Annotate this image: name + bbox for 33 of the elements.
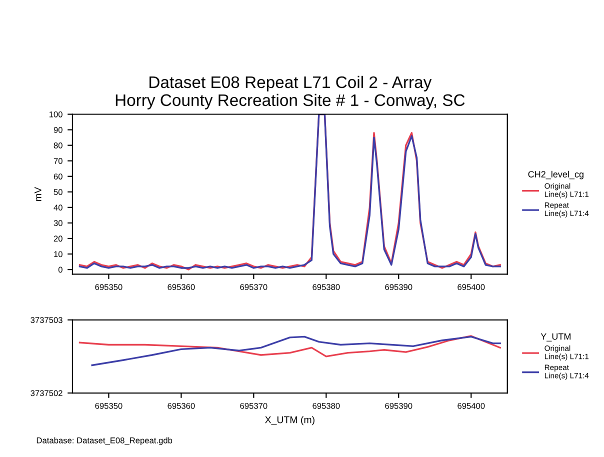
y-tick-label: 30 — [54, 220, 62, 226]
chart-title: Dataset E08 Repeat L71 Coil 2 - Array Horry County Recreation Site # 1 - Conway, SC — [116, 76, 465, 110]
legend-title: Y_UTM — [540, 333, 570, 342]
y-tick-label: 50 — [54, 189, 62, 195]
y-tick-label: 20 — [54, 236, 62, 242]
x-axis-title: X_UTM (m) — [265, 416, 314, 426]
y-tick-label: 70 — [54, 158, 62, 164]
x-tick-label: 695350 — [95, 284, 122, 290]
y-tick-label: 40 — [54, 204, 62, 211]
line-series — [91, 336, 501, 366]
x-tick-label: 695390 — [385, 284, 412, 290]
x-tick-label: 695370 — [240, 284, 268, 290]
y-tick-label: 90 — [54, 126, 62, 133]
x-tick-label: 695400 — [458, 402, 485, 409]
y-tick-label: 10 — [54, 251, 62, 258]
y-tick-label: 100 — [49, 111, 62, 118]
x-tick-label: 695360 — [168, 402, 195, 409]
y-axis-title: mV — [34, 186, 42, 201]
x-tick-label: 695350 — [95, 402, 122, 409]
x-tick-label: 695380 — [312, 402, 340, 409]
legend-title: CH2_level_cg — [528, 170, 584, 180]
text: Database: Dataset_E08_Repeat.gdb — [36, 437, 172, 446]
x-tick-label: 695400 — [458, 284, 485, 290]
x-tick-label: 695370 — [240, 402, 268, 409]
line-series — [78, 335, 501, 358]
x-tick-label: 695380 — [312, 284, 340, 290]
y-tick-label: 0 — [58, 266, 62, 273]
y-tick-label: 80 — [54, 142, 62, 148]
y-tick-label: 3737503 — [30, 317, 62, 323]
y-tick-label: 3737502 — [30, 390, 62, 396]
x-tick-label: 695390 — [385, 402, 412, 409]
x-tick-label: 695360 — [168, 284, 195, 290]
y-tick-label: 60 — [54, 174, 62, 180]
